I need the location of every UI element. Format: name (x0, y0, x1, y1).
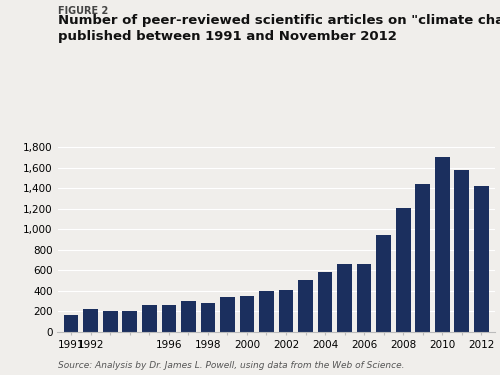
Text: Source: Analysis by Dr. James L. Powell, using data from the Web of Science.: Source: Analysis by Dr. James L. Powell,… (58, 362, 404, 370)
Bar (435, 158, 450, 332)
Bar (200, 303, 215, 332)
Bar (278, 290, 293, 332)
Bar (122, 311, 137, 332)
Bar (64, 315, 78, 332)
Text: Number of peer-reviewed scientific articles on "climate change" or "global warmi: Number of peer-reviewed scientific artic… (58, 14, 500, 43)
Bar (220, 297, 234, 332)
Bar (240, 296, 254, 332)
Bar (376, 236, 391, 332)
Bar (454, 170, 469, 332)
Bar (142, 305, 156, 332)
Bar (416, 184, 430, 332)
Bar (396, 208, 410, 332)
Bar (259, 291, 274, 332)
Bar (357, 264, 372, 332)
Bar (298, 279, 313, 332)
Text: FIGURE 2: FIGURE 2 (58, 6, 108, 16)
Bar (474, 186, 488, 332)
Bar (103, 311, 118, 332)
Bar (181, 301, 196, 332)
Bar (338, 264, 352, 332)
Bar (162, 304, 176, 332)
Bar (84, 309, 98, 332)
Bar (318, 272, 332, 332)
